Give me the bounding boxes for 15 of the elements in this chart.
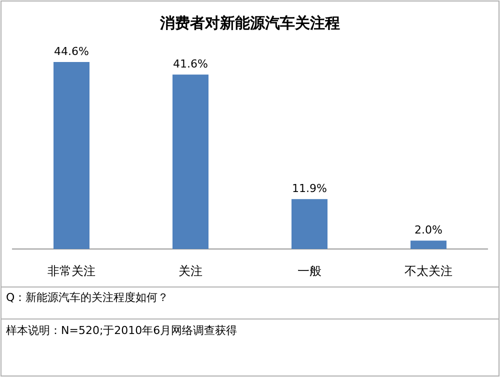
bar [292, 199, 328, 249]
x-tick-label: 关注 [178, 264, 202, 278]
data-label: 11.9% [292, 182, 327, 196]
bar [54, 62, 90, 249]
data-label: 44.6% [54, 45, 89, 58]
chart-title: 消费者对新能源汽车关注程 [159, 14, 340, 32]
data-label: 2.0% [414, 224, 442, 237]
x-tick-label: 不太关注 [404, 264, 452, 278]
text: 样本说明：N=520;于2010年6月网络调查获得 [6, 324, 238, 337]
x-tick-label: 一般 [298, 264, 322, 278]
data-label: 41.6% [173, 58, 208, 71]
bar [172, 74, 208, 249]
x-tick-label: 非常关注 [48, 264, 96, 278]
text: Q：新能源汽车的关注程度如何？ [6, 291, 169, 304]
bar [410, 240, 446, 249]
